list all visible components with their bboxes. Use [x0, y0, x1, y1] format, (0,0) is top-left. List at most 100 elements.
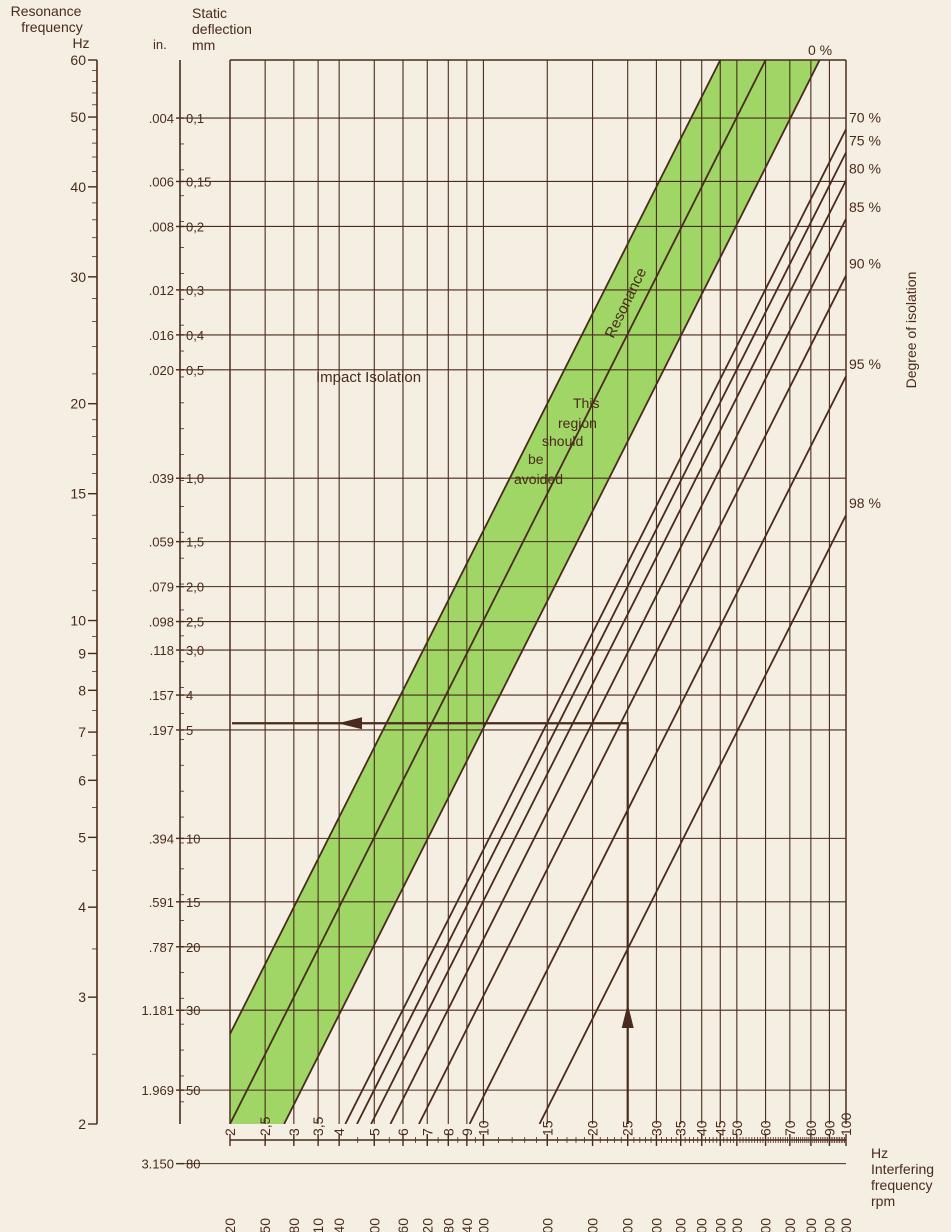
resonance-tick-label: 5 — [78, 829, 86, 845]
deflection-mm-label: 15 — [186, 895, 200, 910]
deflection-in-label: .197 — [149, 723, 174, 738]
x-hz-label: 10 — [475, 1120, 491, 1136]
deflection-mm-label: 5 — [186, 723, 193, 738]
x-rpm-label: 180 — [286, 1218, 302, 1232]
isolation-label: 75 % — [849, 132, 881, 148]
deflection-in-label: .006 — [149, 174, 174, 189]
resonance-tick-label: 6 — [78, 772, 86, 788]
resonance-tick-label: 40 — [70, 179, 86, 195]
deflection-in-label: .020 — [149, 363, 174, 378]
x-rpm-label: 1200 — [585, 1218, 601, 1232]
x-title-line-4: rpm — [871, 1193, 895, 1209]
resonance-tick-label: 3 — [78, 989, 86, 1005]
x-rpm-label: 150 — [257, 1218, 273, 1232]
x-rpm-label: 420 — [419, 1218, 435, 1232]
example-arrow-up — [621, 1004, 634, 1028]
isolation-label: 98 % — [849, 495, 881, 511]
deflection-in-label: .059 — [149, 535, 174, 550]
x-rpm-label: 2400 — [694, 1218, 710, 1232]
resonance-tick-label: 50 — [70, 109, 86, 125]
x-rpm-label: 900 — [539, 1218, 555, 1232]
x-rpm-label: 600 — [475, 1218, 491, 1232]
x-axis-title: Hz Interfering frequency rpm — [871, 1145, 934, 1209]
isolation-line — [418, 275, 846, 1124]
x-hz-label: 70 — [782, 1120, 798, 1136]
x-rpm-label: 1800 — [648, 1218, 664, 1232]
deflection-mm-label: 1,0 — [186, 471, 204, 486]
resonance-band-edge — [283, 60, 821, 1124]
resonance-tick-label: 8 — [78, 682, 86, 698]
x-rpm-label: 4200 — [782, 1218, 798, 1232]
x-hz-label: 90 — [821, 1120, 837, 1136]
x-rpm-label: 1500 — [620, 1218, 636, 1232]
deflection-mm-label: 4 — [186, 688, 193, 703]
deflection-in-label: .394 — [149, 831, 174, 846]
resonance-tick-label: 4 — [78, 899, 86, 915]
deflection-in-label: 3.150 — [141, 1157, 174, 1172]
x-rpm-label: 480 — [440, 1218, 456, 1232]
isolation-line — [344, 128, 846, 1124]
resonance-tick-label: 2 — [78, 1116, 86, 1132]
resonance-tick-label: 20 — [70, 396, 86, 412]
x-hz-label: 6 — [395, 1128, 411, 1136]
x-hz-label: 4 — [331, 1128, 347, 1136]
x-hz-label: 40 — [694, 1120, 710, 1136]
degree-of-isolation-label: Degree of isolation — [903, 272, 919, 389]
isolation-label: 85 % — [849, 199, 881, 215]
isolation-line — [370, 180, 846, 1124]
x-rpm-label: 2700 — [712, 1218, 728, 1232]
example-arrow-left — [338, 717, 362, 730]
resonance-tick-label: 9 — [78, 645, 86, 661]
deflection-mm-label: 30 — [186, 1003, 200, 1018]
resonance-band-edge — [230, 60, 722, 1035]
x-hz-label: 5 — [366, 1128, 382, 1136]
x-rpm-label: 6000 — [838, 1218, 854, 1232]
x-rpm-label: 3600 — [758, 1218, 774, 1232]
deflection-mm-label: 2,0 — [186, 580, 204, 595]
isolation-label-0: 0 % — [808, 42, 832, 58]
x-hz-label: 25 — [620, 1120, 636, 1136]
resonance-band — [230, 60, 820, 1124]
deflection-mm-label: 0,4 — [186, 328, 204, 343]
isolation-label: 70 % — [849, 109, 881, 125]
deflection-in-label: .098 — [149, 615, 174, 630]
x-title-line-1: Hz — [871, 1145, 888, 1161]
x-hz-label: 20 — [585, 1120, 601, 1136]
x-rpm-label: 210 — [310, 1218, 326, 1232]
resonance-title-line-2: frequency — [21, 19, 82, 35]
deflection-mm-label: 20 — [186, 940, 200, 955]
deflection-in-label: .039 — [149, 471, 174, 486]
deflection-in-label: .591 — [149, 895, 174, 910]
deflection-mm-label: 3,0 — [186, 643, 204, 658]
deflection-mm-label: 80 — [186, 1157, 200, 1172]
deflection-title-line-3: mm — [192, 37, 215, 53]
avoid-note-line: avoided — [514, 471, 563, 487]
deflection-unit-in: in. — [153, 37, 167, 52]
x-hz-label: 8 — [440, 1128, 456, 1136]
resonance-tick-label: 30 — [70, 269, 86, 285]
deflection-in-label: .016 — [149, 328, 174, 343]
isolation-line — [538, 514, 846, 1124]
x-hz-label: 30 — [648, 1120, 664, 1136]
x-hz-label: 35 — [673, 1120, 689, 1136]
static-deflection-axis-title: Static deflection mm in. — [153, 5, 252, 53]
x-rpm-label: 5400 — [821, 1218, 837, 1232]
deflection-mm-label: 0,1 — [186, 111, 204, 126]
deflection-in-label: .079 — [149, 580, 174, 595]
avoid-note-line: should — [542, 433, 583, 449]
resonance-tick-label: 10 — [70, 613, 86, 629]
x-hz-label: 3,5 — [310, 1116, 326, 1136]
x-rpm-label: 120 — [222, 1218, 238, 1232]
x-rpm-label: 4800 — [803, 1218, 819, 1232]
x-hz-label: 7 — [419, 1128, 435, 1136]
isolation-label: 80 % — [849, 161, 881, 177]
impact-isolation-label: Impact Isolation — [316, 369, 421, 386]
deflection-in-label: .012 — [149, 283, 174, 298]
x-rpm-label: 540 — [459, 1218, 475, 1232]
deflection-mm-label: 50 — [186, 1083, 200, 1098]
isolation-line — [230, 60, 767, 1124]
x-title-line-3: frequency — [871, 1177, 932, 1193]
x-rpm-label: 2100 — [673, 1218, 689, 1232]
